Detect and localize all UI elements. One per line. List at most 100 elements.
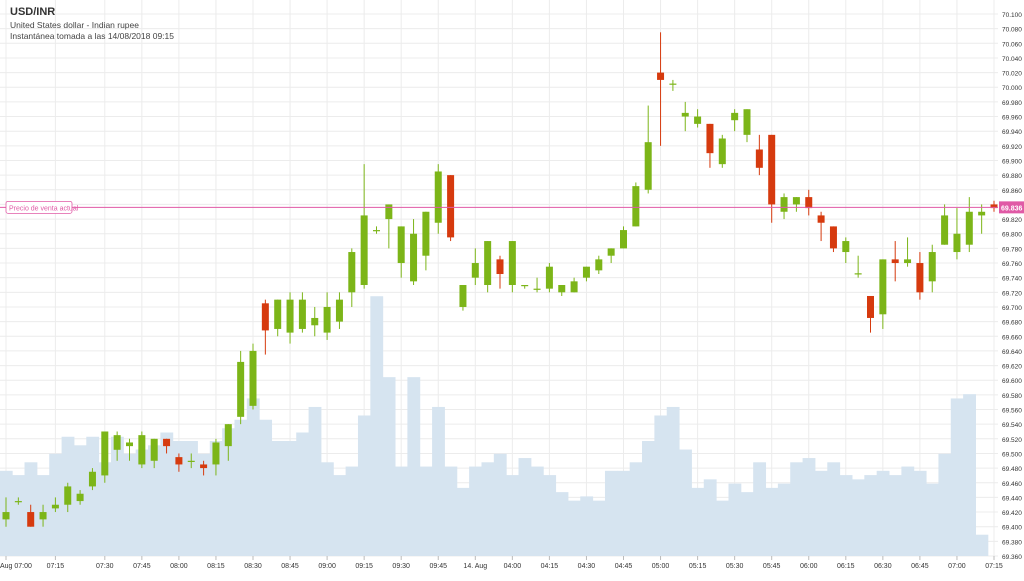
- candle-body-down: [867, 295, 874, 318]
- volume-bar: [950, 398, 964, 556]
- candle-body-up: [126, 442, 133, 447]
- x-tick-label: 08:45: [281, 563, 299, 570]
- y-tick-label: 69.980: [1002, 100, 1022, 107]
- candle-body-up: [39, 512, 47, 520]
- y-tick-label: 70.100: [1002, 12, 1022, 19]
- volume-bar: [345, 466, 359, 556]
- volume-bar: [889, 475, 902, 556]
- candle-body-up: [632, 186, 640, 227]
- candle-body-up: [508, 241, 516, 285]
- candle-body-down: [916, 263, 924, 293]
- volume-bar: [370, 296, 384, 556]
- y-tick-label: 69.380: [1002, 539, 1022, 546]
- candle-body-down: [261, 303, 269, 331]
- y-tick-label: 70.040: [1002, 56, 1022, 63]
- volume-bar: [432, 406, 445, 556]
- candle-body-up: [694, 116, 702, 124]
- volume-bar: [728, 483, 742, 556]
- y-tick-label: 69.540: [1002, 422, 1022, 429]
- candle-body-down: [755, 149, 763, 168]
- volume-bar: [926, 483, 939, 556]
- volume-bar: [123, 453, 137, 556]
- volume-bar: [691, 487, 705, 556]
- candle-body-down: [200, 464, 208, 469]
- candle-body-up: [620, 230, 627, 249]
- candle-body-up: [718, 138, 726, 165]
- x-tick-label: 06:45: [911, 563, 929, 570]
- candle-body-up: [311, 317, 319, 326]
- volume-bar: [148, 445, 161, 556]
- y-tick-label: 69.920: [1002, 144, 1022, 151]
- y-tick-label: 69.800: [1002, 232, 1022, 239]
- candle-body-up: [570, 281, 578, 293]
- y-tick-label: 70.080: [1002, 27, 1022, 34]
- candle-body-up: [545, 266, 553, 289]
- candle-body-up: [471, 263, 479, 278]
- y-tick-label: 70.000: [1002, 85, 1022, 92]
- y-tick-label: 69.400: [1002, 525, 1022, 532]
- x-tick-label: 05:30: [726, 563, 744, 570]
- time-axis: Aug 07:00 07:15 07:30 07:45 08:00 08:15 08:30 0…: [0, 556, 1003, 570]
- candle-body-up: [150, 438, 158, 461]
- volume-bar: [975, 534, 989, 556]
- volume-bar: [469, 466, 482, 556]
- candle-body-up: [434, 171, 442, 223]
- candle-body-up: [76, 493, 84, 502]
- candle-body-up: [842, 241, 850, 253]
- y-tick-label: 69.720: [1002, 290, 1022, 297]
- y-tick-label: 69.940: [1002, 129, 1022, 136]
- y-tick-label: 69.500: [1002, 451, 1022, 458]
- candle-body-up: [286, 299, 294, 333]
- x-tick-label: 14. Aug: [463, 563, 487, 570]
- current-price-label: Precio de venta actual: [9, 205, 79, 212]
- volume-bar: [135, 449, 149, 556]
- current-price-label-box: [5, 200, 73, 214]
- volume-bar: [172, 441, 186, 556]
- x-tick-label: 07:15: [985, 563, 1003, 570]
- volume-bar: [98, 462, 112, 556]
- volume-bar: [506, 475, 520, 556]
- y-tick-label: 69.700: [1002, 305, 1022, 312]
- x-tick-label: 07:30: [96, 563, 114, 570]
- volume-bar: [86, 436, 100, 556]
- volume-bar: [110, 436, 124, 556]
- candle-body-up: [14, 501, 22, 503]
- candle-body-down: [163, 438, 171, 447]
- candle-body-up: [928, 252, 936, 282]
- y-tick-label: 69.780: [1002, 246, 1022, 253]
- volume-bar: [864, 475, 878, 556]
- candle-body-down: [496, 259, 504, 275]
- candle-body-up: [101, 431, 109, 476]
- volume-bar: [530, 466, 544, 556]
- candle-body-up: [533, 288, 541, 290]
- candle-body-up: [582, 266, 590, 278]
- volume-bar: [802, 458, 816, 556]
- x-tick-label: 07:45: [133, 563, 151, 570]
- candle-body-down: [817, 215, 825, 223]
- x-tick-label: 05:45: [763, 563, 781, 570]
- volume-bar: [814, 470, 828, 556]
- y-tick-label: 69.660: [1002, 334, 1022, 341]
- y-tick-label: 69.580: [1002, 393, 1022, 400]
- y-tick-label: 69.740: [1002, 276, 1022, 283]
- volume-bar: [246, 398, 260, 556]
- candle-body-up: [348, 252, 356, 293]
- y-tick-label: 69.440: [1002, 495, 1022, 502]
- y-tick-label: 69.600: [1002, 378, 1022, 385]
- x-tick-label: 04:00: [504, 563, 522, 570]
- candle-body-up: [410, 233, 418, 282]
- y-tick-label: 70.060: [1002, 41, 1022, 48]
- candle-body-up: [422, 211, 430, 256]
- candle-body-up: [941, 215, 949, 245]
- y-tick-label: 70.020: [1002, 71, 1022, 78]
- volume-bar: [790, 462, 804, 556]
- candle-body-up: [51, 504, 59, 509]
- candle-body-up: [187, 460, 195, 462]
- volume-bar: [493, 453, 507, 556]
- volume-bar: [851, 479, 865, 556]
- y-tick-label: 69.880: [1002, 173, 1022, 180]
- x-tick-label: 08:15: [207, 563, 225, 570]
- candle-body-up: [274, 299, 282, 329]
